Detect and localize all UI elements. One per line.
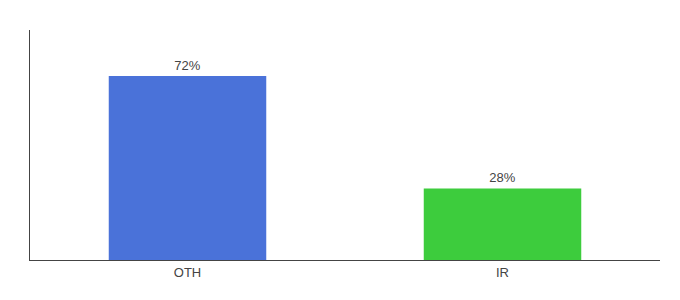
- svg-text:72%: 72%: [174, 58, 200, 73]
- svg-text:IR: IR: [496, 265, 509, 280]
- svg-text:28%: 28%: [489, 170, 515, 185]
- svg-text:OTH: OTH: [174, 265, 201, 280]
